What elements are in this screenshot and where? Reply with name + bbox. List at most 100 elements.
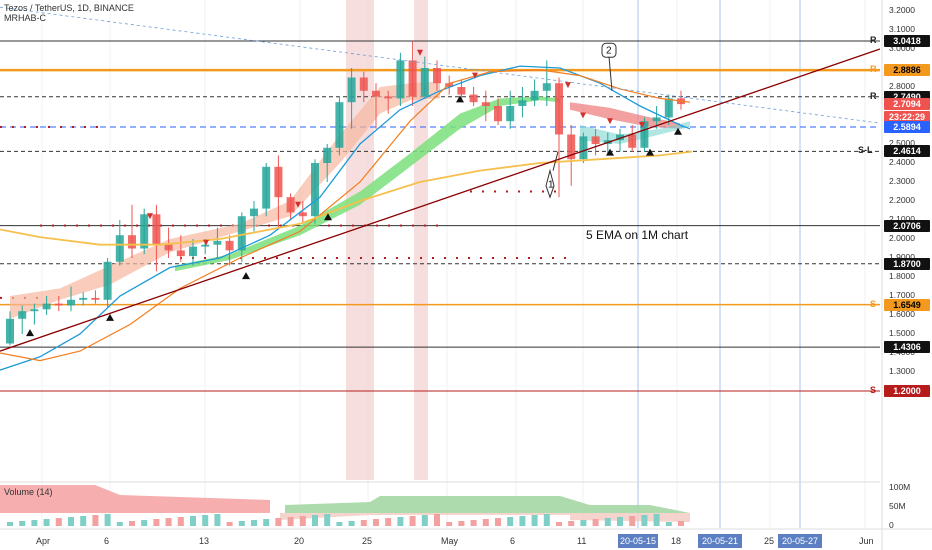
volume-tick: 100M (889, 482, 911, 492)
sell-triangle (580, 112, 586, 119)
pivot-dot (494, 190, 496, 193)
candle-body (347, 77, 356, 103)
pivot-dot (470, 190, 472, 193)
pivot-dot (372, 257, 374, 259)
price-tick: 1.5000 (889, 328, 915, 338)
pivot-dot (540, 257, 542, 259)
candle-body (42, 303, 51, 310)
volume-bar (238, 521, 245, 526)
volume-label[interactable]: Volume (14) (4, 487, 53, 497)
pivot-dot (480, 257, 482, 259)
volume-bar (665, 522, 672, 526)
pivot-dot (112, 224, 114, 227)
time-tick: Jun (859, 536, 874, 546)
candle-body (408, 60, 417, 97)
pivot-dot (554, 190, 556, 193)
buy-triangle (646, 148, 654, 156)
pivot-dot (72, 126, 74, 129)
time-tick: 11 (577, 536, 587, 546)
pivot-dot (482, 190, 484, 193)
volume-bar (336, 522, 343, 526)
candle-body (79, 297, 88, 300)
pivot-dot (492, 257, 494, 259)
level-tag: S (870, 385, 877, 395)
pivot-dot (48, 126, 50, 129)
volume-bar (519, 516, 526, 526)
ema-orange-line (0, 69, 691, 362)
time-tick: 6 (104, 536, 110, 546)
price-label[interactable]: 2.0706 (884, 219, 930, 232)
candle-body (664, 98, 673, 118)
sell-triangle (147, 213, 153, 220)
price-label[interactable]: 2.5894 (884, 121, 930, 133)
sell-triangle (295, 201, 301, 208)
volume-bar (458, 521, 465, 526)
salmon-ribbon (10, 81, 440, 319)
volume-bar (55, 518, 62, 526)
pivot-dot (312, 257, 314, 259)
price-label[interactable]: 1.4306 (884, 341, 930, 354)
volume-bar (116, 522, 123, 526)
candle-body (213, 240, 222, 245)
pivot-dot (40, 224, 42, 227)
pivot-dot (564, 257, 566, 259)
pivot-dot (100, 224, 102, 227)
symbol-title[interactable]: Tezos / TetherUS, 1D, BINANCE (4, 3, 134, 13)
pivot-dot (196, 224, 198, 227)
pivot-dot (432, 257, 434, 259)
volume-bar (312, 515, 318, 526)
price-label[interactable]: 2.7094 (884, 98, 930, 111)
price-label[interactable]: 2.4614 (884, 145, 930, 158)
pivot-dot (352, 224, 354, 227)
pivot-dot (328, 224, 330, 227)
sma-yellow-line (0, 150, 693, 246)
price-label[interactable]: 1.2000 (884, 385, 930, 397)
volume-bar (214, 514, 221, 526)
candle-body (457, 87, 466, 95)
candle-body (274, 166, 283, 198)
time-tick: 6 (510, 536, 516, 546)
pivot-dot (336, 257, 338, 259)
candle-body (420, 68, 429, 97)
volume-bar (299, 516, 306, 526)
pivot-dot (420, 257, 422, 259)
date-highlight: 20-05-21 (698, 534, 742, 548)
indicator-label[interactable]: MRHAB-C (4, 13, 46, 23)
volume-pink-area (280, 513, 690, 522)
ema-annotation: 5 EMA on 1M chart (586, 228, 689, 242)
chart-header: Tezos / TetherUS, 1D, BINANCE MRHAB-C (4, 3, 134, 23)
sell-triangle (203, 239, 209, 246)
pivot-dot (530, 190, 532, 193)
candle-body (396, 60, 405, 99)
price-tick: 2.8000 (889, 81, 915, 91)
volume-bar (43, 519, 50, 526)
candle-body (628, 134, 637, 148)
price-tick: 1.7000 (889, 290, 915, 300)
volume-bar (275, 518, 282, 526)
pivot-dot (88, 224, 90, 227)
sell-triangle (472, 72, 478, 79)
pivot-dot (348, 257, 350, 259)
price-label[interactable]: 1.8700 (884, 257, 930, 270)
price-label[interactable]: 3.0418 (884, 35, 930, 48)
pivot-dot (148, 224, 150, 227)
price-tick: 1.3000 (889, 366, 915, 376)
pivot-dot (172, 224, 174, 227)
candle-body (555, 83, 563, 135)
pivot-dot (124, 224, 126, 227)
price-tick: 3.1000 (889, 24, 915, 34)
price-label[interactable]: 1.6549 (884, 298, 930, 311)
candle-body (128, 235, 136, 249)
price-label[interactable]: 23:22:29 (884, 110, 930, 123)
red-ribbon (570, 102, 680, 129)
candle-body (518, 100, 527, 106)
volume-bar (165, 518, 172, 526)
pivot-dot (204, 257, 206, 259)
pivot-dot (288, 257, 290, 259)
candle-body (640, 121, 649, 148)
pivot-dot (136, 224, 138, 227)
volume-tick: 50M (889, 501, 906, 511)
price-label[interactable]: 2.8886 (884, 64, 930, 77)
volume-bar (641, 515, 648, 526)
